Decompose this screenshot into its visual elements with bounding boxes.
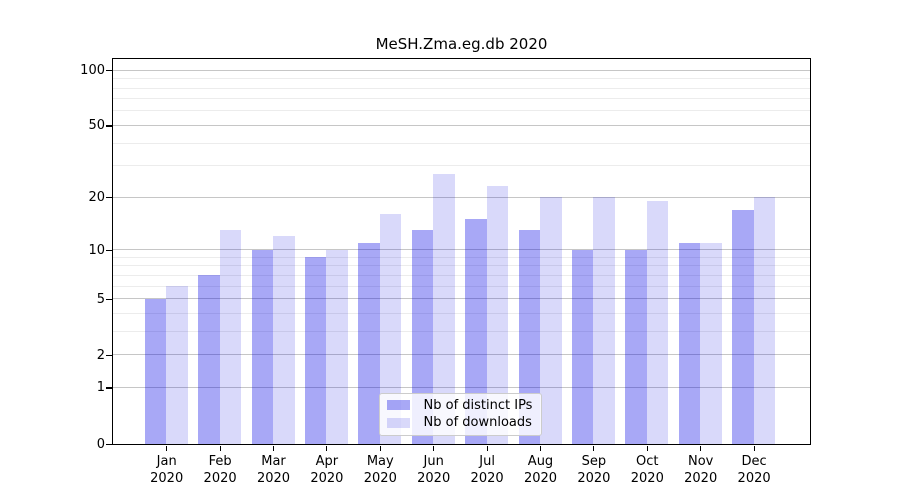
- y-tick-label-1: 1: [96, 380, 105, 396]
- x-tick-mark-mar: [272, 445, 275, 451]
- x-tick-label-jan: Jan 2020: [150, 454, 184, 486]
- bar-distinct-ips-jul: [465, 219, 487, 444]
- x-tick-label-jul: Jul 2020: [470, 454, 504, 486]
- bar-downloads-dec: [753, 197, 776, 444]
- gridline-y-6: [112, 285, 810, 287]
- bar-distinct-ips-oct: [625, 249, 647, 444]
- legend-row-downloads: Nb of downloads: [386, 415, 534, 431]
- gridline-y-50: [112, 124, 810, 126]
- gridline-y-8: [112, 265, 810, 267]
- y-tick-mark-0: [105, 443, 112, 445]
- y-tick-mark-5: [105, 298, 112, 300]
- x-tick-label-dec: Dec 2020: [737, 454, 771, 486]
- x-tick-mark-may: [379, 445, 381, 451]
- gridline-y-80: [112, 87, 810, 89]
- bar-downloads-sep: [593, 197, 615, 444]
- y-tick-mark-1: [105, 387, 112, 389]
- bar-downloads-aug: [540, 197, 562, 444]
- bar-downloads-may: [379, 214, 402, 444]
- x-tick-mark-jul: [486, 445, 488, 451]
- bar-distinct-ips-jun: [411, 230, 434, 444]
- bar-downloads-feb: [219, 230, 242, 444]
- x-tick-mark-aug: [539, 445, 542, 451]
- gridline-y-30: [112, 165, 810, 167]
- gridline-y-10: [112, 249, 810, 251]
- bar-downloads-oct: [646, 201, 669, 444]
- y-tick-label-20: 20: [88, 190, 105, 206]
- bar-downloads-jul: [486, 186, 509, 444]
- legend-swatch-distinct-ips: [386, 400, 410, 411]
- x-tick-mark-oct: [646, 445, 648, 451]
- bar-distinct-ips-jan: [144, 298, 167, 444]
- y-tick-mark-20: [105, 197, 112, 199]
- x-tick-label-jun: Jun 2020: [417, 454, 451, 486]
- bar-downloads-jan: [166, 286, 188, 444]
- legend-label-distinct-ips: Nb of distinct IPs: [423, 397, 533, 413]
- y-tick-mark-10: [105, 249, 112, 251]
- gridline-y-100: [112, 69, 810, 71]
- bar-distinct-ips-aug: [518, 230, 540, 444]
- chart-title: MeSH.Zma.eg.db 2020: [375, 35, 548, 53]
- gridline-y-60: [112, 110, 810, 112]
- legend-swatch-downloads: [386, 417, 410, 428]
- x-tick-label-mar: Mar 2020: [256, 454, 291, 486]
- y-tick-mark-2: [105, 354, 112, 356]
- x-tick-label-oct: Oct 2020: [630, 454, 664, 486]
- y-tick-label-50: 50: [88, 118, 105, 134]
- gridline-y-70: [112, 98, 810, 100]
- gridline-y-20: [112, 196, 810, 198]
- x-tick-label-sep: Sep 2020: [577, 454, 611, 486]
- gridline-y-9: [112, 256, 810, 258]
- bar-distinct-ips-feb: [198, 275, 220, 444]
- plot-area: Nb of distinct IPs Nb of downloads: [111, 57, 811, 445]
- gridline-y-3: [112, 330, 810, 332]
- bar-downloads-mar: [273, 236, 295, 444]
- x-tick-mark-jan: [166, 445, 168, 451]
- x-tick-mark-sep: [593, 445, 595, 451]
- x-tick-mark-jun: [433, 445, 435, 451]
- x-tick-mark-apr: [326, 445, 328, 451]
- gridline-y-90: [112, 78, 810, 80]
- y-tick-label-2: 2: [96, 347, 105, 363]
- bar-distinct-ips-nov: [678, 242, 701, 444]
- y-tick-mark-50: [105, 125, 112, 127]
- y-tick-label-10: 10: [88, 242, 105, 258]
- y-tick-label-5: 5: [96, 291, 105, 307]
- x-tick-mark-dec: [753, 445, 755, 451]
- x-tick-label-nov: Nov 2020: [684, 454, 718, 486]
- gridline-y-1: [112, 386, 810, 388]
- x-tick-label-apr: Apr 2020: [310, 454, 344, 486]
- gridline-y-5: [112, 298, 810, 300]
- bar-distinct-ips-apr: [304, 257, 327, 444]
- bar-distinct-ips-sep: [571, 249, 594, 444]
- x-tick-mark-feb: [219, 445, 221, 451]
- x-tick-label-feb: Feb 2020: [203, 454, 237, 486]
- bar-distinct-ips-mar: [251, 249, 273, 444]
- x-tick-label-may: May 2020: [363, 454, 397, 486]
- gridline-y-2: [112, 354, 810, 356]
- legend: Nb of distinct IPs Nb of downloads: [378, 392, 542, 436]
- gridline-y-7: [112, 274, 810, 276]
- y-tick-label-100: 100: [80, 63, 105, 79]
- x-tick-mark-nov: [700, 445, 702, 451]
- gridline-y-4: [112, 312, 810, 314]
- bar-distinct-ips-may: [358, 242, 380, 444]
- legend-row-distinct-ips: Nb of distinct IPs: [386, 397, 534, 413]
- bar-distinct-ips-dec: [732, 209, 754, 444]
- bar-downloads-nov: [700, 242, 722, 444]
- x-tick-label-aug: Aug 2020: [523, 454, 558, 486]
- gridline-y-40: [112, 142, 810, 144]
- y-tick-mark-100: [105, 70, 112, 72]
- bar-downloads-jun: [433, 173, 455, 444]
- y-tick-label-0: 0: [96, 436, 105, 452]
- bar-downloads-apr: [326, 249, 348, 444]
- legend-label-downloads: Nb of downloads: [423, 415, 532, 431]
